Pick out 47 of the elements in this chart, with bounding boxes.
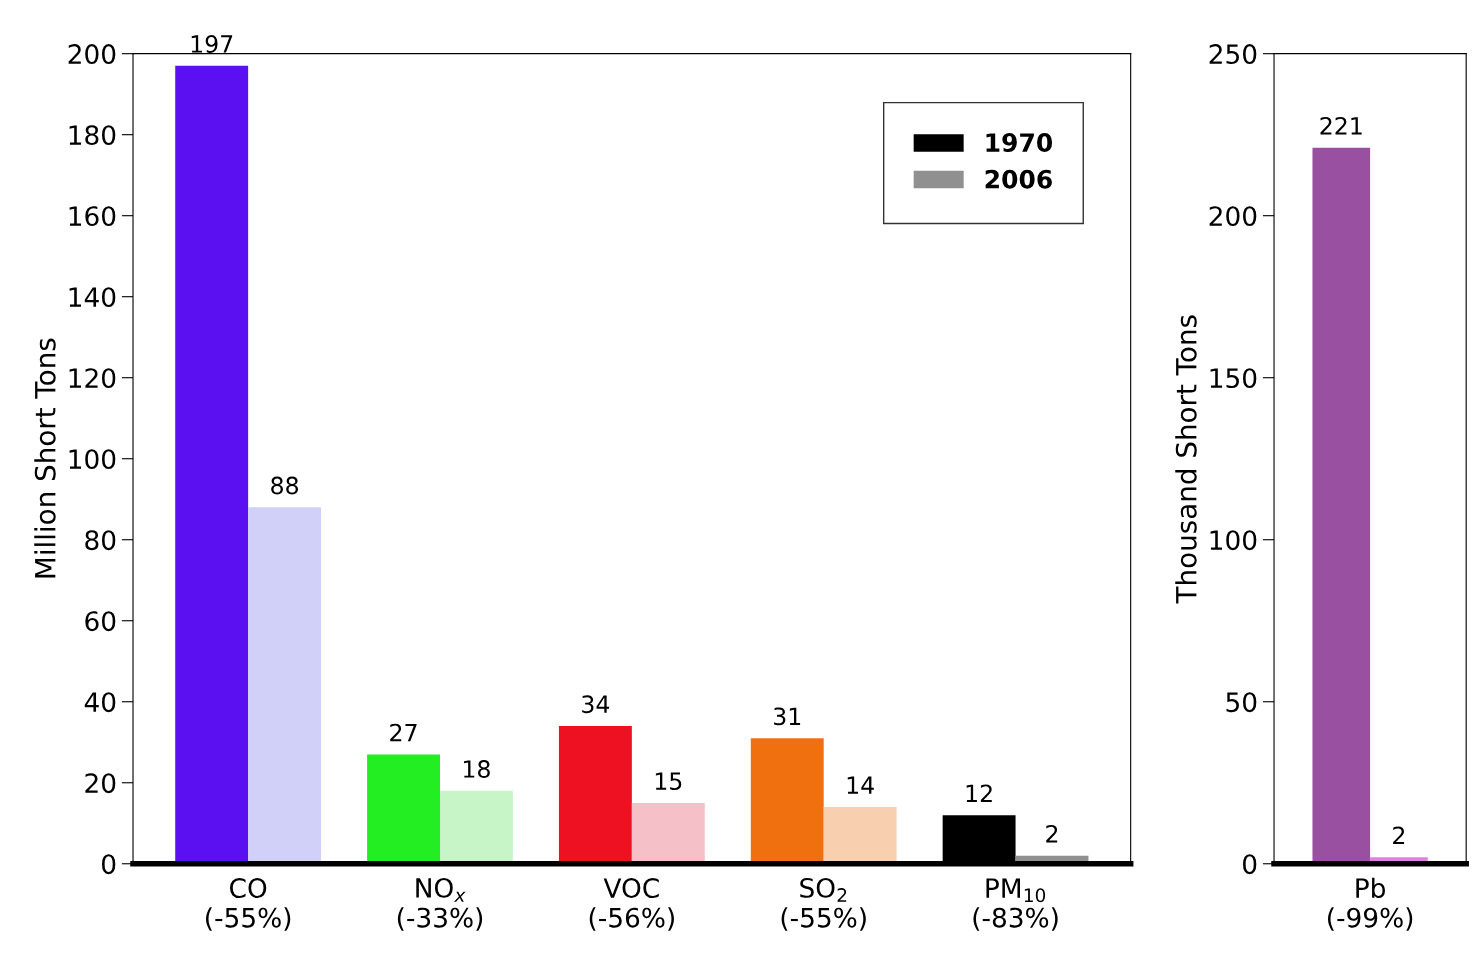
y-tick-label: 50 — [1226, 692, 1257, 713]
data-label: 12 — [966, 784, 992, 802]
y-tick-label: 80 — [85, 530, 116, 551]
legend-label: 1970 — [986, 133, 1053, 152]
y-tick-label: 20 — [85, 773, 116, 794]
bar — [367, 754, 440, 864]
x-tick-label: VOC (-56%) — [589, 878, 674, 931]
y-tick-label: 180 — [69, 125, 116, 146]
legend-label: 2006 — [985, 169, 1052, 189]
bar — [175, 65, 249, 864]
y-tick-label: 120 — [69, 368, 116, 389]
x-tick-label: PM$_{10}$ (-83%) — [973, 878, 1058, 931]
data-label: 31 — [774, 707, 801, 726]
x-tick-label: NO$_{x}$ (-33%) — [397, 877, 483, 931]
x-tick-label: CO (-55%) — [206, 878, 291, 931]
data-label: 197 — [191, 35, 233, 53]
y-tick-label: 250 — [1209, 44, 1257, 65]
y-tick-label: 160 — [69, 206, 116, 227]
data-label: 14 — [847, 776, 874, 794]
y-tick-label: 150 — [1210, 368, 1257, 389]
y-tick-label: 200 — [1209, 206, 1257, 227]
y-tick-label: 100 — [69, 449, 116, 470]
bar — [631, 803, 705, 864]
y-axis-title: Thousand Short Tons — [1175, 315, 1197, 604]
data-label: 18 — [464, 760, 490, 778]
data-label: 2 — [1393, 826, 1405, 845]
y-axis-title: Million Short Tons — [34, 338, 56, 578]
bar — [750, 738, 824, 864]
y-tick-label: 200 — [68, 44, 116, 65]
data-label: 34 — [582, 695, 610, 714]
y-tick-label: 40 — [84, 692, 116, 713]
y-tick-label: 100 — [1210, 530, 1257, 551]
data-label: 27 — [390, 723, 417, 742]
data-label: 88 — [271, 476, 298, 495]
bar — [439, 790, 513, 864]
bar — [823, 807, 897, 864]
y-tick-label: 0 — [102, 854, 116, 875]
y-tick-label: 140 — [69, 287, 116, 308]
x-tick-label: SO$_{2}$ (-55%) — [781, 877, 866, 931]
bar — [248, 507, 322, 864]
data-label: 2 — [1046, 824, 1058, 843]
y-tick-label: 60 — [85, 611, 116, 632]
data-label: 221 — [1320, 116, 1362, 135]
y-tick-label: 0 — [1243, 854, 1257, 875]
bar — [558, 726, 632, 864]
x-tick-label: Pb (-99%) — [1327, 877, 1413, 931]
data-label: 15 — [655, 772, 682, 791]
